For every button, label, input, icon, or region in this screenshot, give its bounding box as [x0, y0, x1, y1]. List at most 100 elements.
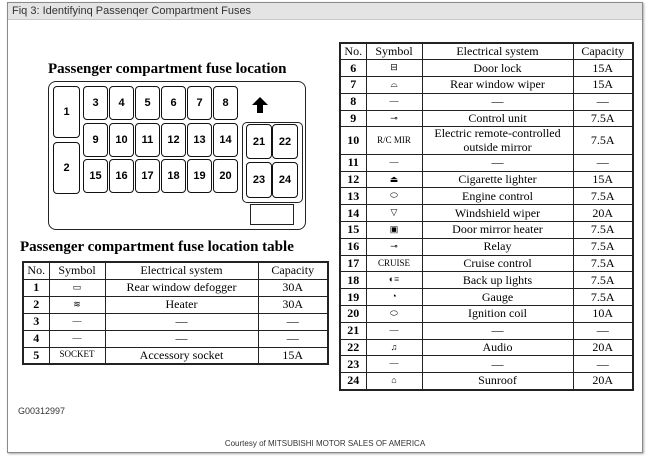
- fuse-number: 12: [339, 170, 367, 189]
- capacity: 20A: [572, 338, 634, 357]
- fuse-6: 6: [161, 86, 186, 120]
- fuse-5: 5: [135, 86, 160, 120]
- electrical-system: Audio: [421, 338, 574, 357]
- electrical-system: Ignition coil: [421, 305, 574, 323]
- fuse-4: 4: [109, 86, 134, 120]
- figure-window: Fiq 3: Identifyinq Passenqer Compartment…: [7, 2, 643, 453]
- fuse-number: 22: [339, 338, 367, 357]
- capacity: 7.5A: [572, 254, 634, 273]
- fuse-group-21-24: [242, 122, 303, 203]
- courtesy-note: Courtesy of MITSUBISHI MOTOR SALES OF AM…: [224, 439, 426, 448]
- sunroof-icon: ⌂: [365, 372, 423, 391]
- capacity: 7.5A: [572, 187, 634, 206]
- fuse-11: 11: [135, 123, 160, 157]
- fuse-10: 10: [109, 123, 134, 157]
- table-row: 22 ♫ Audio 20A: [339, 338, 634, 357]
- fuse-number: 15: [339, 221, 367, 239]
- capacity: 7.5A: [572, 288, 634, 307]
- table-row: 18 ◐≡ Back up lights 7.5A: [339, 271, 634, 290]
- engine-icon: ⬭: [365, 187, 423, 206]
- fuse-number: 23: [339, 355, 367, 374]
- capacity: 30A: [257, 278, 329, 297]
- fuse-number: 21: [339, 321, 367, 340]
- fuse-number: 16: [339, 237, 367, 256]
- backup-light-icon: ◐≡: [365, 271, 423, 290]
- diagram-title: Passenger compartment fuse location: [48, 61, 287, 77]
- windshield-wiper-icon: ▽: [365, 204, 423, 223]
- header-capacity: Capacity: [257, 261, 329, 280]
- fuse-8: 8: [213, 86, 238, 120]
- capacity: —: [572, 92, 634, 111]
- header-system: Electrical system: [104, 261, 259, 280]
- fuse-number: 19: [339, 288, 367, 307]
- table-row: 14 ▽ Windshield wiper 20A: [339, 204, 634, 223]
- electrical-system: Back up lights: [421, 271, 574, 290]
- electrical-system: Windshield wiper: [421, 204, 574, 223]
- symbol-text: —: [365, 355, 423, 374]
- control-unit-icon: ⊸: [365, 109, 423, 128]
- fuse-14: 14: [213, 123, 238, 157]
- fuse-box-diagram: 1 2 3 4 5 6 7 8 9 10 11 12 13 14 15 16 17 18 19 20 21 22 23 24: [48, 81, 306, 230]
- header-symbol: Symbol: [365, 42, 423, 61]
- fuse-number: 14: [339, 204, 367, 223]
- table-row: 19 ◔ Gauge 7.5A: [339, 288, 634, 307]
- fuse-24: 24: [272, 162, 298, 198]
- electrical-system: —: [104, 312, 259, 331]
- capacity: 7.5A: [572, 126, 634, 155]
- cigarette-lighter-icon: ⏏: [365, 170, 423, 189]
- table-row: 21— — —: [339, 321, 634, 340]
- electrical-system: Cigarette lighter: [421, 170, 574, 189]
- rear-defogger-icon: ▭: [48, 278, 106, 297]
- fuse-2: 2: [53, 142, 80, 194]
- capacity: 7.5A: [572, 221, 634, 239]
- fuse-23: 23: [246, 162, 272, 198]
- table-row: 2 ≋ Heater 30A: [22, 295, 329, 314]
- fuse-22: 22: [272, 124, 298, 159]
- figure-code: G00312997: [18, 406, 66, 416]
- table-row: 3— — —: [22, 312, 329, 331]
- capacity: 10A: [572, 305, 634, 323]
- electrical-system: Electric remote-controlled outside mirro…: [421, 126, 574, 155]
- table-row: 5 SOCKET Accessory socket 15A: [22, 346, 329, 365]
- electrical-system: Engine control: [421, 187, 574, 206]
- electrical-system: Door lock: [421, 59, 574, 78]
- header-no: No.: [339, 42, 367, 61]
- electrical-system: Door mirror heater: [421, 221, 574, 239]
- fuse-21: 21: [246, 124, 272, 159]
- header-capacity: Capacity: [572, 42, 634, 61]
- capacity: —: [572, 321, 634, 340]
- capacity: 15A: [257, 346, 329, 365]
- front-arrow-icon: [252, 97, 268, 113]
- electrical-system: —: [421, 321, 574, 340]
- ignition-coil-icon: ⬭: [365, 305, 423, 323]
- fuse-number: 3: [22, 312, 50, 331]
- fuse-number: 20: [339, 305, 367, 323]
- table-row: 17 CRUISE Cruise control 7.5A: [339, 254, 634, 273]
- fuse-number: 11: [339, 153, 367, 172]
- fuse-number: 6: [339, 59, 367, 78]
- table-row: 8— — —: [339, 92, 634, 111]
- electrical-system: Rear window wiper: [421, 76, 574, 94]
- door-lock-icon: ⊟: [365, 59, 423, 78]
- electrical-system: Relay: [421, 237, 574, 256]
- symbol-text: —: [365, 92, 423, 111]
- fuse-3: 3: [83, 86, 108, 120]
- fuse-number: 13: [339, 187, 367, 206]
- electrical-system: —: [421, 153, 574, 172]
- fuse-number: 10: [339, 126, 367, 155]
- fuse-table-right: No. Symbol Electrical system Capacity 6 ⊟…: [339, 42, 634, 391]
- fuse-number: 8: [339, 92, 367, 111]
- table-row: 20 ⬭ Ignition coil 10A: [339, 305, 634, 323]
- capacity: 7.5A: [572, 271, 634, 290]
- table-row: 16 ⊸ Relay 7.5A: [339, 237, 634, 256]
- capacity: 7.5A: [572, 237, 634, 256]
- header-no: No.: [22, 261, 50, 280]
- table-row: 4— — —: [22, 329, 329, 348]
- fuse-19: 19: [187, 159, 212, 193]
- fuse-7: 7: [187, 86, 212, 120]
- fuse-number: 2: [22, 295, 50, 314]
- table-row: 13 ⬭ Engine control 7.5A: [339, 187, 634, 206]
- audio-icon: ♫: [365, 338, 423, 357]
- capacity: 15A: [572, 170, 634, 189]
- capacity: —: [257, 312, 329, 331]
